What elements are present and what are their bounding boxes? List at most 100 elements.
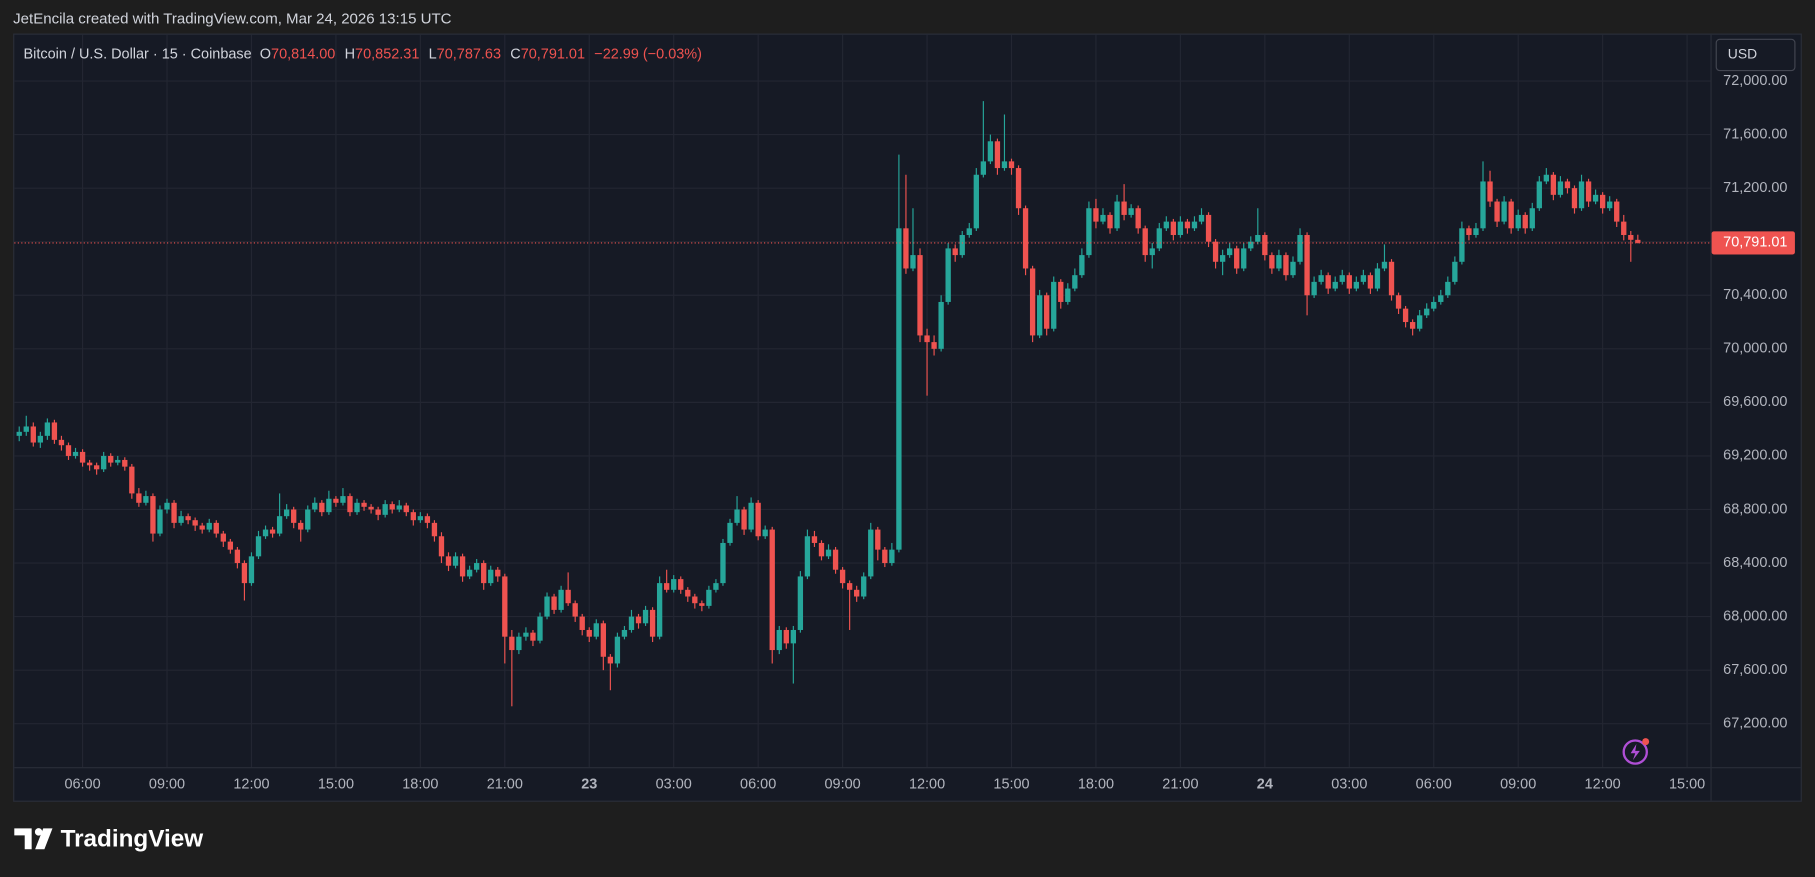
- candle-body: [713, 583, 719, 590]
- candle-body: [108, 455, 114, 463]
- y-tick-label: 67,200.00: [1723, 716, 1787, 732]
- candle-body: [1367, 275, 1374, 289]
- candle-body: [523, 632, 529, 637]
- candle-body: [811, 536, 818, 543]
- candle-body: [340, 496, 346, 503]
- candle-body: [846, 583, 853, 590]
- candle-body: [65, 445, 72, 456]
- candle-body: [1093, 208, 1099, 222]
- candle-body: [1015, 168, 1022, 209]
- candle-body: [938, 301, 944, 349]
- assistant-icon[interactable]: [1622, 738, 1650, 765]
- candle-body: [1438, 295, 1444, 302]
- x-tick-label: 09:00: [149, 776, 185, 792]
- candle-body: [51, 422, 58, 440]
- candle-body: [382, 504, 388, 515]
- ohlc-value: 70,791.01: [521, 46, 585, 62]
- x-tick-label: 18:00: [402, 776, 438, 792]
- x-tick-label: 24: [1257, 776, 1273, 792]
- candle-body: [966, 228, 972, 236]
- candle-body: [797, 576, 804, 630]
- y-tick-label: 68,800.00: [1723, 501, 1787, 517]
- ohlc-key: O: [260, 46, 271, 62]
- candle-body: [1578, 181, 1585, 209]
- candle-body: [649, 609, 656, 637]
- candle-body: [199, 525, 205, 530]
- candle-body: [1381, 261, 1388, 269]
- candle-body: [44, 422, 51, 436]
- candle-body: [122, 459, 128, 467]
- candle-body: [1374, 268, 1381, 289]
- candle-body: [1346, 275, 1352, 289]
- candle-body: [283, 509, 290, 517]
- candle-body: [1248, 241, 1254, 249]
- ohlc-value: 70,852.31: [355, 46, 419, 62]
- candle-body: [79, 451, 86, 463]
- ohlc-key: H: [345, 46, 355, 62]
- candle-body: [544, 596, 550, 617]
- candle-body: [579, 616, 585, 630]
- candle-body: [115, 459, 121, 463]
- candle-body: [973, 174, 979, 229]
- candle-body: [1114, 201, 1120, 229]
- currency[interactable]: USD: [1728, 46, 1757, 62]
- candle-body: [1008, 161, 1015, 169]
- candle-body: [1452, 261, 1458, 282]
- candle-body: [1170, 221, 1177, 236]
- candle-body: [868, 529, 874, 577]
- y-tick-label: 70,400.00: [1723, 287, 1787, 303]
- candle-body: [150, 496, 156, 534]
- candle-body: [1135, 208, 1141, 229]
- candle-body: [516, 636, 522, 651]
- candle-body: [1163, 221, 1169, 229]
- candle-body: [924, 335, 930, 343]
- ohlc-value: 70,787.63: [437, 46, 501, 62]
- x-tick-label: 18:00: [1078, 776, 1114, 792]
- candle-body: [276, 516, 283, 534]
- candle-body: [220, 533, 226, 542]
- candle-body: [1635, 239, 1641, 243]
- logo-part: [35, 828, 53, 850]
- candle-body: [656, 583, 663, 637]
- candle-body: [1585, 181, 1592, 202]
- candle-body: [875, 529, 881, 550]
- candle-body: [16, 431, 22, 436]
- x-tick-label: 12:00: [1585, 776, 1621, 792]
- candle-body: [1022, 208, 1029, 269]
- candle-body: [1431, 301, 1437, 309]
- candle-body: [1536, 181, 1542, 209]
- candle-body: [206, 522, 212, 530]
- candle-body: [136, 493, 142, 503]
- y-tick-label: 68,400.00: [1723, 555, 1787, 571]
- candle-body: [1001, 161, 1008, 169]
- candle-body: [1487, 181, 1493, 202]
- candle-body: [839, 569, 846, 584]
- candle-body: [326, 498, 332, 513]
- candle-body: [164, 502, 170, 510]
- candle-body: [1065, 288, 1071, 302]
- candle-body: [1128, 208, 1134, 215]
- ohlc-key: C: [510, 46, 520, 62]
- candle-body: [1276, 255, 1282, 269]
- candle-body: [1100, 214, 1106, 222]
- y-tick-label: 67,600.00: [1723, 662, 1787, 678]
- candle-body: [903, 228, 909, 269]
- currency-button[interactable]: [1715, 38, 1796, 72]
- candle-body: [727, 522, 733, 543]
- candle-body: [642, 609, 649, 624]
- candle-body: [354, 502, 360, 513]
- candle-body: [157, 509, 163, 534]
- candle-body: [706, 589, 712, 606]
- candle-body: [854, 589, 860, 597]
- candle-body: [319, 502, 325, 513]
- candle-body: [1325, 275, 1331, 289]
- candle-body: [1557, 181, 1564, 195]
- x-tick-label: 12:00: [233, 776, 269, 792]
- candle-body: [1417, 315, 1423, 329]
- x-tick-label: 06:00: [740, 776, 776, 792]
- candle-body: [692, 596, 698, 604]
- candle-body: [1198, 214, 1205, 222]
- candle-body: [192, 520, 198, 526]
- candle-body: [769, 529, 775, 651]
- logo-part: [34, 828, 43, 836]
